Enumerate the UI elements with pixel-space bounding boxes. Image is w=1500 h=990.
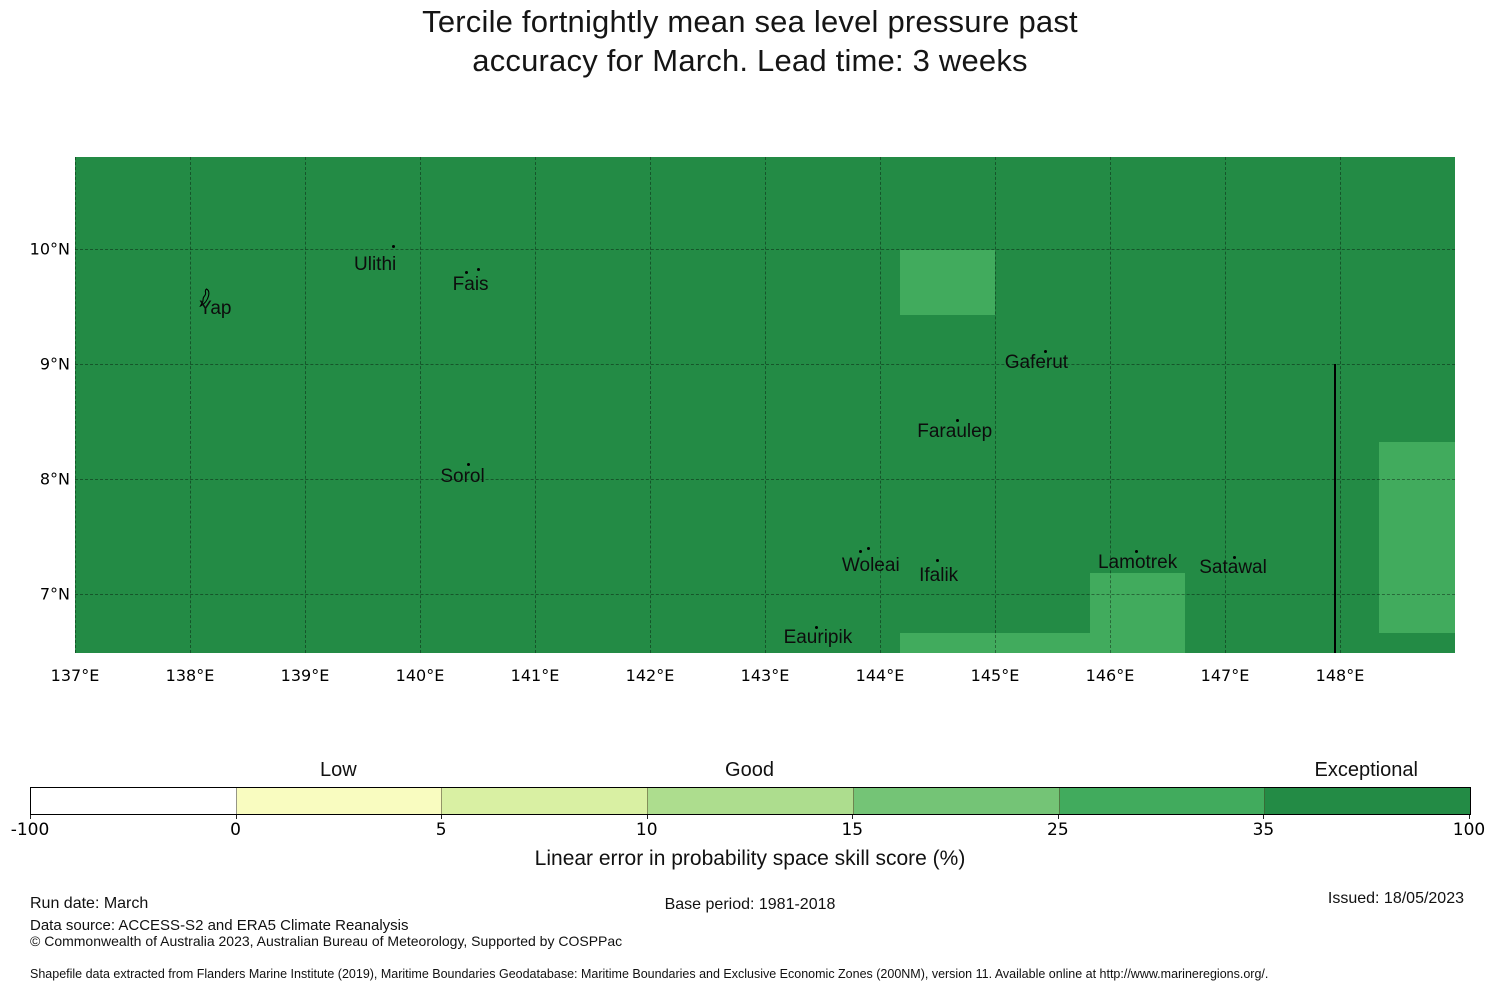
colorbar-segment [1265, 788, 1471, 814]
place-label: Ulithi [354, 254, 397, 276]
islet-dot [477, 268, 481, 272]
colorbar-caption: Linear error in probability space skill … [534, 847, 966, 870]
y-tick-label: 8°N [39, 469, 70, 489]
x-tick-label: 148°E [1315, 666, 1365, 685]
gridline-latitude [75, 594, 1455, 595]
gridline-latitude [75, 364, 1455, 365]
gridline-latitude [75, 249, 1455, 250]
colorbar-tick-mark [1263, 815, 1265, 819]
chart-title-line-1: Tercile fortnightly mean sea level press… [422, 4, 1078, 39]
islet-dot [955, 418, 959, 422]
colorbar-tick-mark [852, 815, 854, 819]
islet-dot [1134, 549, 1138, 553]
eez-boundary-line [1334, 364, 1337, 653]
place-label: Gaferut [1004, 351, 1069, 373]
y-tick-label: 10°N [29, 239, 70, 259]
colorbar-category-label: Exceptional [1314, 759, 1418, 781]
colorbar-tick-label: 35 [1252, 820, 1275, 840]
colorbar-segment [853, 788, 1060, 814]
chart-title-line-2: accuracy for March. Lead time: 3 weeks [472, 43, 1028, 78]
colorbar-segment [31, 788, 237, 814]
place-label: Eauripik [783, 626, 853, 648]
skill-score-patch [899, 633, 1091, 653]
colorbar-segment [1059, 788, 1266, 814]
x-tick-label: 146°E [1085, 666, 1135, 685]
colorbar-category-label: Good [725, 759, 774, 781]
islet-dot [1044, 349, 1048, 353]
x-tick-label: 147°E [1200, 666, 1250, 685]
footer-data-source: Data source: ACCESS-S2 and ERA5 Climate … [30, 917, 409, 934]
skill-score-patch [899, 250, 995, 315]
footer-base-period: Base period: 1981-2018 [664, 896, 836, 913]
place-label: Fais [452, 273, 489, 295]
colorbar-tick-mark [646, 815, 648, 819]
islet-dot [466, 462, 470, 466]
place-label: Lamotrek [1097, 551, 1178, 573]
x-tick-label: 140°E [395, 666, 445, 685]
chart-title: Tercile fortnightly mean sea level press… [0, 2, 1500, 80]
gridline-longitude [75, 157, 76, 653]
place-label: Ifalik [919, 564, 959, 586]
footer-copyright: © Commonwealth of Australia 2023, Austra… [30, 933, 623, 949]
islet-dot [464, 270, 468, 274]
x-tick-label: 138°E [165, 666, 215, 685]
colorbar-tick-mark [1469, 815, 1470, 819]
x-tick-label: 141°E [510, 666, 560, 685]
place-label: Faraulep [917, 420, 993, 442]
colorbar-tick-label: 100 [1452, 820, 1486, 840]
colorbar-category-label: Low [319, 759, 357, 781]
islet-dot [392, 245, 396, 249]
gridline-longitude [305, 157, 306, 653]
y-tick-label: 9°N [39, 354, 70, 374]
colorbar-tick-label: -100 [10, 820, 50, 840]
gridline-longitude [420, 157, 421, 653]
colorbar-tick-label: 5 [435, 820, 447, 840]
gridline-longitude [190, 157, 191, 653]
y-tick-label: 7°N [39, 584, 70, 604]
gridline-longitude [995, 157, 996, 653]
gridline-longitude [1340, 157, 1341, 653]
islet-dot [1232, 555, 1236, 559]
footer-shapefile-attribution: Shapefile data extracted from Flanders M… [30, 967, 1269, 981]
colorbar-tick-mark [1057, 815, 1059, 819]
skill-score-patch [1090, 573, 1185, 653]
x-tick-label: 139°E [280, 666, 330, 685]
footer-run-date: Run date: March [30, 895, 149, 912]
skill-score-patch [1379, 442, 1455, 634]
x-tick-label: 142°E [625, 666, 675, 685]
place-label: Woleai [841, 555, 900, 577]
colorbar-segment [236, 788, 443, 814]
colorbar-tick-label: 10 [635, 820, 658, 840]
islet-dot [936, 559, 939, 563]
colorbar-tick-label: 15 [841, 820, 864, 840]
colorbar-tick-mark [441, 815, 443, 819]
x-tick-label: 145°E [970, 666, 1020, 685]
yap-island-icon [198, 287, 211, 312]
place-label: Satawal [1199, 556, 1267, 578]
colorbar-tick-label: 25 [1047, 820, 1069, 840]
colorbar [30, 787, 1471, 815]
place-label: Sorol [440, 465, 485, 487]
gridline-latitude [75, 479, 1455, 480]
colorbar-tick-mark [30, 815, 31, 819]
colorbar-segment [442, 788, 649, 814]
x-tick-label: 144°E [855, 666, 905, 685]
gridline-longitude [1225, 157, 1226, 653]
islet-dot [867, 546, 870, 550]
colorbar-tick-mark [235, 815, 237, 819]
gridline-longitude [1110, 157, 1111, 653]
footer-issued-date: Issued: 18/05/2023 [1327, 890, 1464, 907]
gridline-longitude [880, 157, 881, 653]
colorbar-segment [648, 788, 854, 814]
islet-dot [815, 625, 819, 629]
islet-dot [858, 549, 862, 553]
place-label: Yap [199, 297, 232, 319]
x-tick-label: 137°E [50, 666, 100, 685]
colorbar-tick-label: 0 [230, 820, 241, 840]
map-plot-area: Ulithi Fais Yap Gaferut Faraulep Sorol Woleai I… [75, 157, 1455, 653]
gridline-longitude [650, 157, 651, 653]
x-tick-label: 143°E [740, 666, 790, 685]
gridline-longitude [765, 157, 766, 653]
gridline-longitude [535, 157, 536, 653]
